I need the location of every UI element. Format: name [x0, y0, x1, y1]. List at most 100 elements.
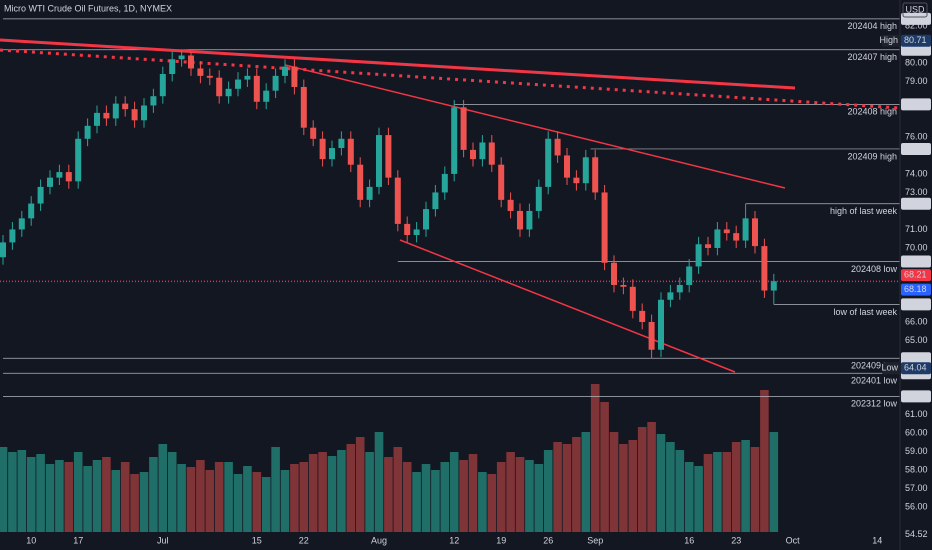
volume-bar [26, 457, 36, 532]
level-badge [901, 298, 931, 311]
volume-bar [167, 452, 177, 532]
volume-bar [412, 472, 421, 532]
candle-body [676, 284, 683, 293]
volume-bar [55, 460, 64, 532]
level-value: 61.98 [904, 391, 927, 401]
volume-bar [534, 464, 544, 532]
candle-body [9, 229, 16, 243]
volume-bar [525, 460, 534, 532]
level-badge [901, 12, 931, 25]
candle-body [169, 59, 176, 75]
chart-title: Micro WTI Crude Oil Futures, 1D, NYMEX [4, 3, 172, 13]
marker-tag [882, 34, 900, 47]
candle-body [319, 138, 326, 160]
x-tick-label: 14 [872, 535, 882, 545]
y-tick-label: 56.00 [905, 501, 928, 511]
volume-bar [83, 466, 92, 532]
level-badge [901, 142, 931, 155]
volume-bar [139, 472, 149, 532]
volume-bar [393, 447, 403, 532]
candle-body [347, 138, 354, 165]
price-value: 68.21 [904, 269, 927, 279]
level-label: 202409 low [851, 361, 898, 371]
candle-body [648, 321, 655, 350]
candle-body [620, 284, 627, 287]
volume-bar [186, 467, 196, 532]
volume-bar [130, 474, 139, 532]
volume-bar [36, 454, 45, 532]
candle-body [592, 157, 599, 193]
volume-bar [252, 472, 262, 532]
volume-bar [760, 390, 769, 532]
volume-bar [73, 452, 83, 532]
candle-body [235, 79, 241, 89]
level-badge [901, 197, 931, 210]
level-label: 202408 low [851, 264, 898, 274]
candle-body [667, 292, 674, 300]
level-value: 69.27 [904, 256, 927, 266]
volume-bar [600, 402, 609, 532]
y-tick-label: 66.00 [905, 316, 928, 326]
volume-bar [261, 477, 271, 532]
volume-bar [158, 444, 168, 532]
y-tick-label: 65.00 [905, 335, 928, 345]
x-tick-label: Sep [587, 535, 603, 545]
candle-body [423, 209, 429, 230]
candle-layer [0, 49, 777, 359]
level-label: 202404 high [847, 21, 897, 31]
marker-value: 64.04 [904, 363, 927, 373]
volume-bar [205, 470, 215, 532]
level-label: 202401 low [851, 376, 898, 386]
volume-bar [731, 442, 741, 532]
y-tick-label: 57.00 [905, 483, 928, 493]
level-value: 75.35 [904, 143, 927, 153]
candle-body [366, 186, 373, 200]
volume-bar [590, 384, 600, 532]
volume-bar [299, 462, 309, 532]
volume-bar [374, 432, 384, 532]
volume-bar [741, 440, 750, 532]
candle-body [216, 77, 223, 97]
x-tick-label: Oct [786, 535, 801, 545]
level-label: 202408 high [847, 107, 897, 117]
candle-body [488, 142, 495, 165]
x-tick-label: 26 [543, 535, 553, 545]
candle-body [244, 75, 251, 80]
volume-bar [280, 470, 290, 532]
trend-line-dotted [0, 48, 901, 110]
candle-body [723, 229, 730, 234]
level-value: 80.71 [904, 44, 927, 54]
candle-body [94, 112, 100, 126]
candle-body [498, 164, 505, 200]
volume-bar [384, 457, 393, 532]
y-tick-label: 61.00 [905, 409, 928, 419]
candle-body [103, 112, 110, 119]
candle-body [479, 142, 486, 160]
candle-body [197, 68, 204, 76]
volume-bar [515, 457, 525, 532]
x-tick-label: 15 [252, 535, 262, 545]
level-badge [901, 255, 931, 268]
candle-body [545, 138, 552, 187]
candle-body [432, 192, 439, 210]
channel-top [284, 64, 786, 189]
volume-bar [365, 452, 374, 532]
volume-bar [459, 460, 468, 532]
candle-body [282, 66, 288, 76]
candle-body [65, 172, 72, 182]
candle-body [517, 210, 523, 230]
volume-bar [543, 450, 553, 532]
y-tick-label: 58.00 [905, 464, 928, 474]
candle-body [385, 135, 392, 178]
candle-body [686, 266, 693, 285]
level-badge [901, 98, 931, 111]
volume-bar [318, 452, 327, 532]
level-label: 202312 low [851, 399, 898, 409]
currency-box [902, 2, 928, 18]
y-tick-label: 71.00 [905, 224, 928, 234]
volume-bar [64, 462, 74, 532]
level-value: 72.39 [904, 198, 927, 208]
candle-body [188, 55, 194, 69]
candle-body [733, 233, 740, 241]
volume-bar [120, 462, 130, 532]
